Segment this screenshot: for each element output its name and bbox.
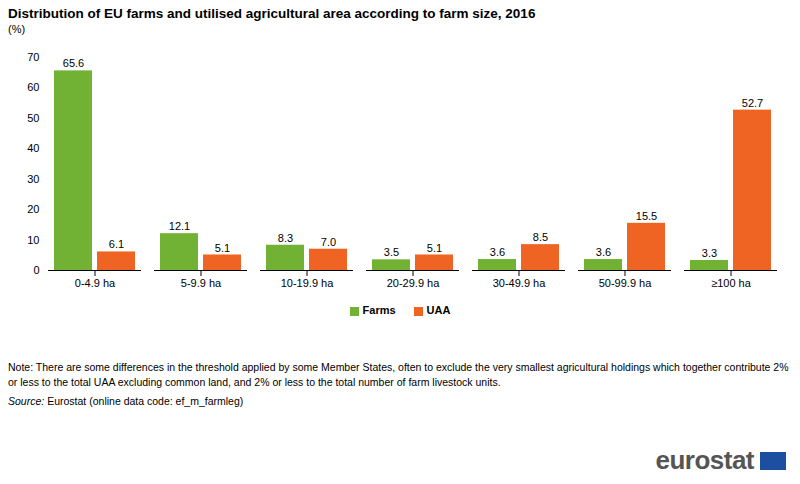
svg-text:40: 40 [27, 142, 39, 154]
html-text:eurostat: eurostat [655, 445, 754, 475]
svg-text:0: 0 [33, 264, 39, 276]
svg-text:30: 30 [27, 173, 39, 185]
svg-text:6.1: 6.1 [109, 238, 124, 250]
svg-text:3.6: 3.6 [596, 246, 611, 258]
svg-text:3.5: 3.5 [384, 246, 399, 258]
svg-text:10: 10 [27, 234, 39, 246]
svg-text:15.5: 15.5 [636, 210, 657, 222]
svg-text:8.3: 8.3 [278, 232, 293, 244]
svg-text:20: 20 [27, 203, 39, 215]
html-text:Note: There are some differenc: Note: There are some differences in the … [8, 361, 789, 388]
svg-text:5-9.9 ha: 5-9.9 ha [181, 277, 222, 289]
svg-text:12.1: 12.1 [169, 220, 190, 232]
svg-text:7.0: 7.0 [321, 236, 336, 248]
svg-text:10-19.9 ha: 10-19.9 ha [281, 277, 334, 289]
svg-text:5.1: 5.1 [427, 242, 442, 254]
svg-text:52.7: 52.7 [742, 97, 763, 109]
svg-text:65.6: 65.6 [63, 57, 84, 69]
svg-text:20-29.9 ha: 20-29.9 ha [387, 277, 440, 289]
svg-text:60: 60 [27, 81, 39, 93]
svg-text:3.3: 3.3 [702, 247, 717, 259]
html-text:Source: Eurostat (online data: Source: Eurostat (online data code: ef_m… [8, 395, 244, 407]
svg-text:3.6: 3.6 [490, 246, 505, 258]
svg-text:30-49.9 ha: 30-49.9 ha [493, 277, 546, 289]
svg-text:50-99.9 ha: 50-99.9 ha [599, 277, 652, 289]
html-text:UAA: UAA [426, 304, 451, 316]
svg-text:≥100 ha: ≥100 ha [711, 277, 752, 289]
svg-text:70: 70 [27, 51, 39, 63]
html-text:Farms: Farms [362, 304, 396, 316]
svg-text:5.1: 5.1 [215, 242, 230, 254]
svg-text:50: 50 [27, 112, 39, 124]
html-text:Distribution of EU farms and u: Distribution of EU farms and utilised ag… [8, 6, 536, 21]
svg-text:8.5: 8.5 [533, 231, 548, 243]
svg-text:0-4.9 ha: 0-4.9 ha [75, 277, 116, 289]
